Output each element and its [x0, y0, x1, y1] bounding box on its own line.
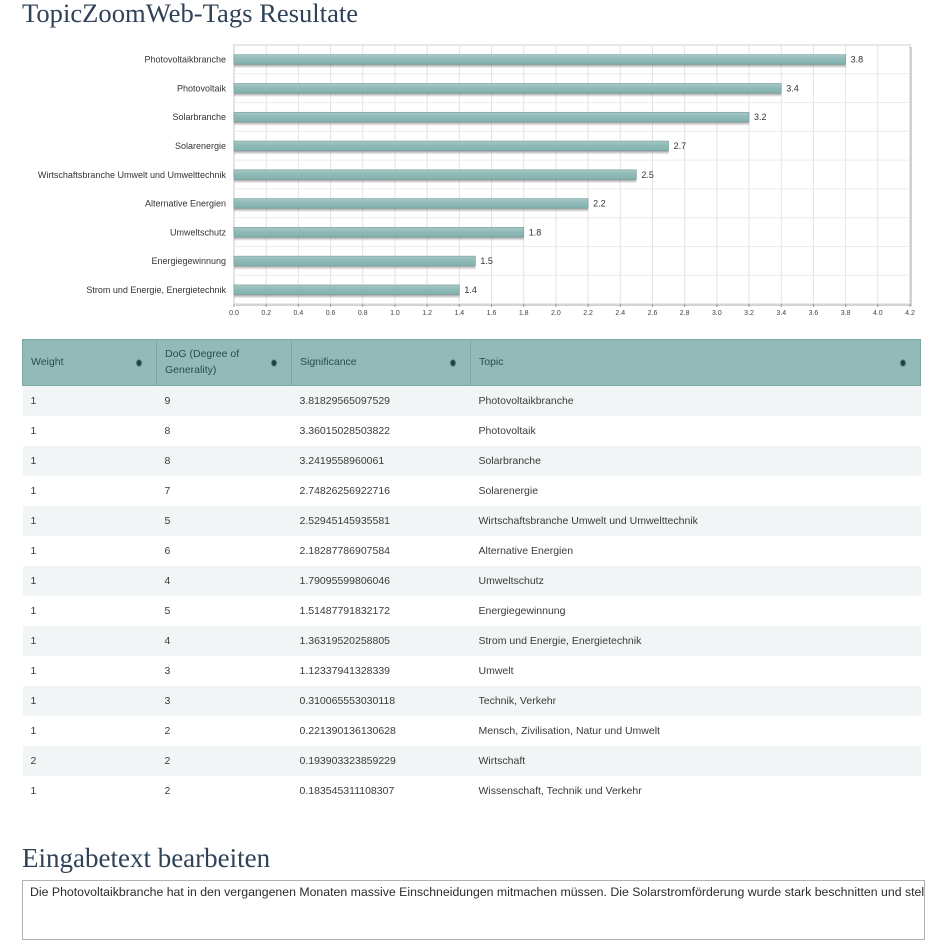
svg-text:3.6: 3.6	[809, 310, 819, 317]
svg-text:2.2: 2.2	[593, 199, 606, 209]
svg-text:1.0: 1.0	[390, 310, 400, 317]
svg-text:1.5: 1.5	[480, 256, 493, 266]
svg-text:1.8: 1.8	[519, 310, 529, 317]
svg-text:0.2: 0.2	[261, 310, 271, 317]
svg-text:0.0: 0.0	[229, 310, 239, 317]
svg-text:1.4: 1.4	[454, 310, 464, 317]
svg-text:2.5: 2.5	[641, 170, 654, 180]
svg-text:Photovoltaik: Photovoltaik	[177, 83, 227, 93]
svg-text:3.8: 3.8	[851, 55, 864, 65]
svg-text:4.2: 4.2	[905, 310, 915, 317]
svg-text:2.7: 2.7	[674, 141, 687, 151]
svg-text:3.2: 3.2	[754, 112, 767, 122]
svg-text:0.8: 0.8	[358, 310, 368, 317]
svg-text:3.8: 3.8	[841, 310, 851, 317]
svg-text:3.0: 3.0	[712, 310, 722, 317]
svg-text:2.8: 2.8	[680, 310, 690, 317]
svg-text:Solarenergie: Solarenergie	[175, 141, 226, 151]
svg-text:Solarbranche: Solarbranche	[172, 112, 226, 122]
svg-text:0.6: 0.6	[326, 310, 336, 317]
svg-text:1.2: 1.2	[422, 310, 432, 317]
svg-text:2.0: 2.0	[551, 310, 561, 317]
svg-text:0.4: 0.4	[294, 310, 304, 317]
svg-text:1.8: 1.8	[529, 227, 542, 237]
svg-text:2.6: 2.6	[648, 310, 658, 317]
svg-text:Photovoltaikbranche: Photovoltaikbranche	[144, 55, 226, 65]
svg-text:Wirtschaftsbranche Umwelt und: Wirtschaftsbranche Umwelt und Umwelttech…	[38, 170, 227, 180]
svg-text:3.4: 3.4	[786, 83, 799, 93]
svg-text:3.4: 3.4	[776, 310, 786, 317]
svg-text:2.4: 2.4	[615, 310, 625, 317]
svg-text:2.2: 2.2	[583, 310, 593, 317]
svg-text:4.0: 4.0	[873, 310, 883, 317]
svg-text:3.2: 3.2	[744, 310, 754, 317]
svg-text:Strom und Energie, Energietech: Strom und Energie, Energietechnik	[86, 285, 226, 295]
svg-text:Energiegewinnung: Energiegewinnung	[151, 256, 226, 266]
svg-text:1.6: 1.6	[487, 310, 497, 317]
svg-text:Umweltschutz: Umweltschutz	[170, 227, 227, 237]
svg-text:1.4: 1.4	[464, 285, 477, 295]
svg-text:Alternative Energien: Alternative Energien	[145, 199, 226, 209]
